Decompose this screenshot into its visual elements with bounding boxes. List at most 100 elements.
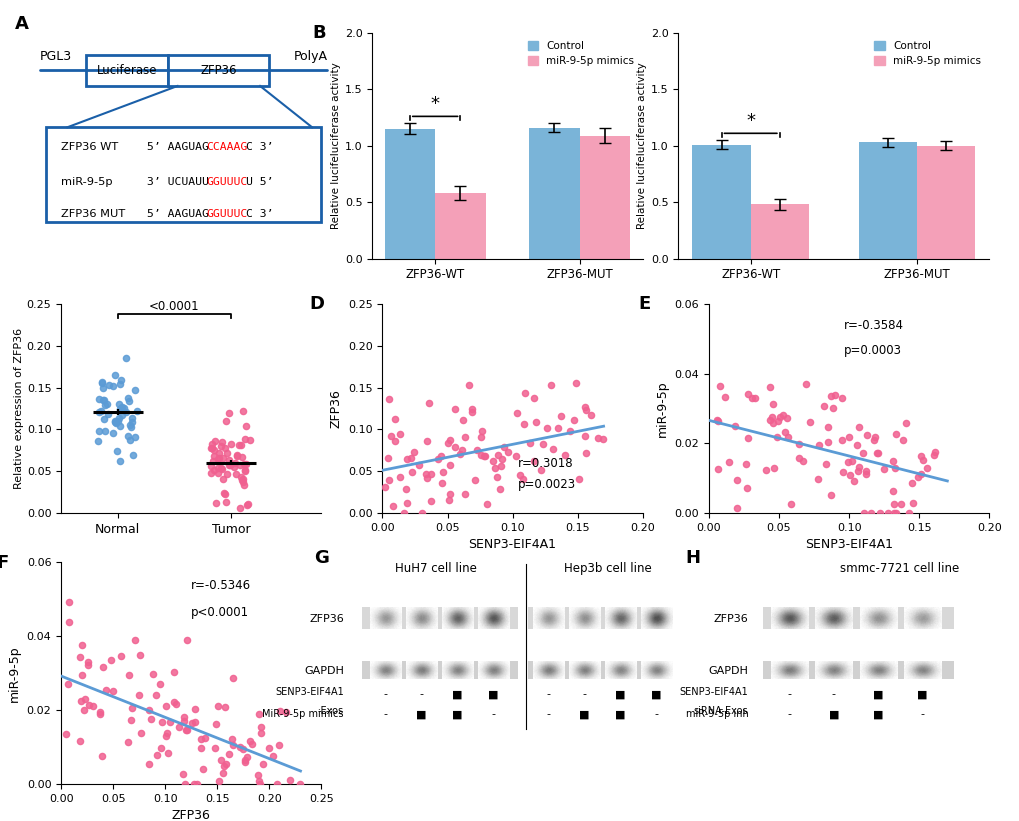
Point (211, 447, 227, 460)
Point (895, 433, 911, 447)
Point (886, 461, 902, 475)
Point (228, 448, 245, 461)
Point (59, 677, 75, 690)
Point (763, 410, 780, 424)
Point (217, 700, 233, 713)
Point (900, 507, 916, 520)
Text: siRNA-Exos: siRNA-Exos (693, 706, 748, 716)
Point (474, 424, 490, 438)
Point (231, 741, 248, 754)
Point (149, 749, 165, 762)
Point (203, 459, 219, 472)
Point (193, 742, 209, 755)
Point (176, 714, 193, 727)
Point (226, 456, 243, 470)
Point (914, 454, 930, 467)
Point (105, 427, 121, 440)
Text: -: - (383, 709, 387, 719)
Point (210, 466, 226, 479)
Point (441, 458, 458, 471)
Point (215, 452, 231, 465)
Point (769, 415, 786, 428)
Text: PGL3: PGL3 (40, 50, 71, 63)
Point (99, 408, 115, 421)
Text: r=0.3018: r=0.3018 (518, 457, 573, 470)
Point (486, 461, 502, 475)
Point (253, 727, 269, 740)
Point (126, 383, 143, 397)
Bar (362, 661, 518, 680)
Point (232, 438, 249, 452)
Point (58, 727, 74, 741)
Text: 5’ AAGUAG: 5’ AAGUAG (147, 142, 209, 153)
Point (96, 393, 112, 406)
Text: 5’ AAGUAG: 5’ AAGUAG (147, 209, 209, 218)
Text: ZFP36: ZFP36 (713, 613, 748, 624)
Point (493, 459, 510, 472)
Point (903, 477, 919, 490)
Point (391, 470, 408, 484)
Point (495, 441, 512, 454)
Point (95, 661, 111, 674)
Point (515, 472, 531, 485)
Point (570, 473, 586, 486)
Point (521, 436, 537, 449)
Point (217, 442, 233, 455)
Text: G: G (314, 549, 329, 567)
Point (231, 459, 248, 472)
Point (879, 507, 896, 520)
Point (234, 473, 251, 486)
Point (112, 373, 128, 386)
Point (236, 433, 253, 446)
Point (93, 405, 109, 418)
Point (516, 418, 532, 431)
Point (441, 433, 458, 447)
Point (94, 377, 110, 390)
Text: SENP3-EIF4A1: SENP3-EIF4A1 (679, 687, 748, 697)
Point (174, 768, 191, 781)
Point (113, 401, 129, 415)
Point (848, 438, 864, 452)
Point (533, 463, 549, 476)
Text: GAPDH: GAPDH (708, 666, 748, 676)
Point (215, 759, 231, 773)
Point (538, 421, 554, 434)
Point (252, 777, 268, 791)
Point (74, 668, 91, 681)
Point (453, 443, 470, 456)
Point (791, 438, 807, 451)
Point (111, 397, 127, 410)
Point (887, 428, 903, 441)
Point (158, 726, 174, 739)
Point (107, 369, 123, 382)
Point (909, 470, 925, 484)
Point (841, 469, 857, 482)
Point (468, 443, 484, 456)
Point (761, 381, 777, 394)
Point (74, 639, 91, 652)
Point (177, 724, 194, 737)
Point (875, 463, 892, 476)
Point (219, 467, 235, 480)
Point (417, 467, 433, 480)
Point (255, 758, 271, 771)
Point (96, 413, 112, 426)
Point (239, 498, 256, 511)
Point (61, 616, 77, 629)
Point (904, 497, 920, 510)
Point (124, 448, 141, 461)
Point (843, 455, 859, 468)
Point (113, 408, 129, 421)
Text: ■: ■ (614, 709, 626, 719)
Point (204, 437, 220, 450)
Point (112, 377, 128, 390)
Point (113, 403, 129, 416)
Point (113, 649, 129, 663)
Point (148, 689, 164, 702)
Point (855, 507, 871, 520)
Point (377, 481, 393, 494)
Point (244, 737, 260, 750)
Point (160, 747, 176, 760)
Point (435, 466, 451, 479)
Text: U 5’: U 5’ (246, 177, 273, 187)
